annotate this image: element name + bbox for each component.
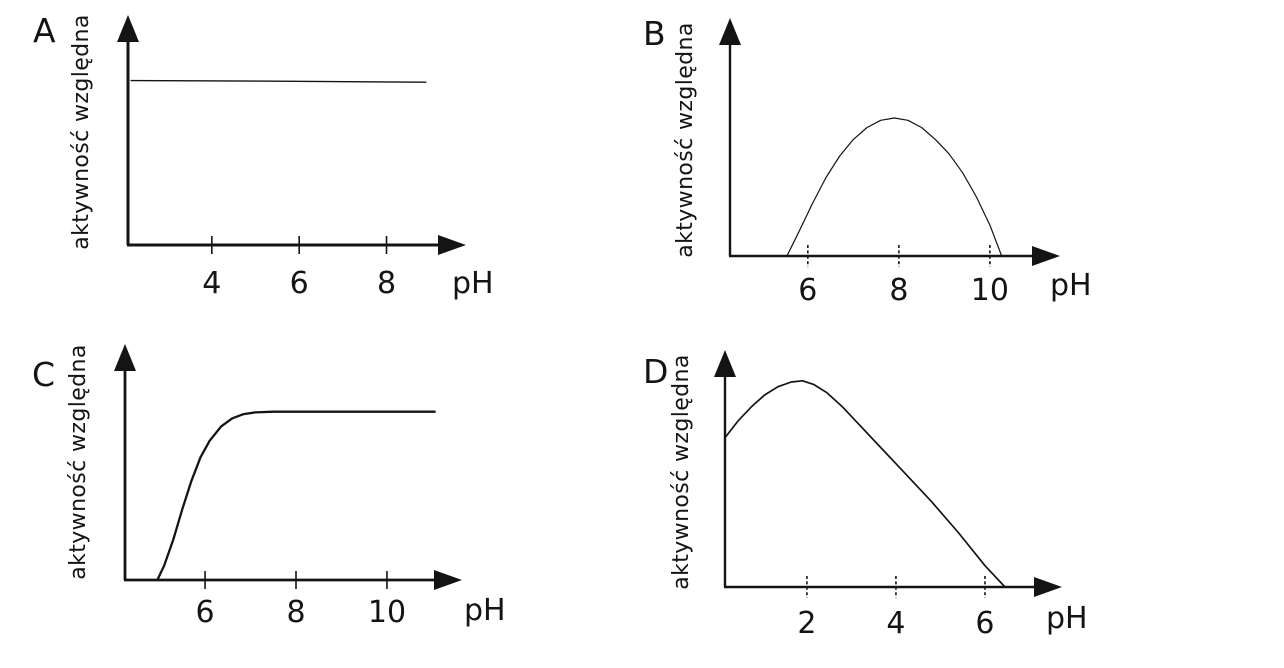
- panel-label: D: [643, 352, 668, 391]
- y-axis-label: aktywność względna: [66, 344, 91, 580]
- x-axis-arrowhead-icon: [438, 235, 466, 255]
- panel-label: C: [32, 355, 55, 394]
- x-axis-label: pH: [1050, 268, 1092, 303]
- y-axis-label: aktywność względna: [669, 354, 694, 590]
- x-tick-label: 6: [195, 595, 214, 630]
- y-axis-arrowhead-icon: [117, 15, 139, 42]
- activity-curve: [156, 410, 436, 582]
- x-tick-label: 8: [889, 273, 908, 308]
- x-tick-label: 6: [290, 266, 309, 301]
- panel-label: A: [33, 11, 56, 50]
- x-tick-label: 4: [886, 606, 905, 641]
- axes-group: 4 6 8: [117, 15, 466, 301]
- x-axis-label: pH: [464, 593, 506, 628]
- x-axis-label: pH: [452, 266, 494, 301]
- axes-group: 6 8 10: [114, 344, 462, 630]
- x-axis-arrowhead-icon: [1034, 577, 1062, 597]
- x-tick-label: 4: [202, 266, 221, 301]
- x-axis-arrowhead-icon: [434, 570, 462, 590]
- activity-curve: [130, 79, 427, 83]
- chart-panel-c: C aktywność względna pH 6 8 10: [32, 344, 506, 630]
- x-tick-label: 2: [797, 606, 816, 641]
- y-axis-arrowhead-icon: [114, 344, 136, 371]
- x-tick-label: 10: [971, 273, 1009, 308]
- activity-curve: [786, 117, 1003, 257]
- y-axis-label: aktywność względna: [69, 14, 94, 250]
- x-tick-label: 8: [286, 595, 305, 630]
- x-axis-arrowhead-icon: [1032, 246, 1060, 266]
- x-tick-label: 8: [377, 266, 396, 301]
- chart-panel-b: B aktywność względna pH 6 8 10: [643, 14, 1092, 308]
- activity-curve: [724, 379, 1006, 588]
- axes-group: 2 4 6: [714, 350, 1062, 641]
- x-axis-label: pH: [1046, 601, 1088, 636]
- panel-label: B: [643, 14, 666, 53]
- axes-group: 6 8 10: [719, 18, 1060, 308]
- y-axis-label: aktywność względna: [673, 22, 698, 258]
- y-axis-arrowhead-icon: [714, 350, 736, 377]
- x-tick-label: 6: [975, 606, 994, 641]
- x-tick-label: 6: [798, 273, 817, 308]
- chart-panel-d: D aktywność względna pH 2 4 6: [643, 350, 1088, 641]
- y-axis-arrowhead-icon: [719, 18, 741, 45]
- chart-panel-a: A aktywność względna pH 4 6 8: [33, 11, 494, 301]
- x-tick-label: 10: [368, 595, 406, 630]
